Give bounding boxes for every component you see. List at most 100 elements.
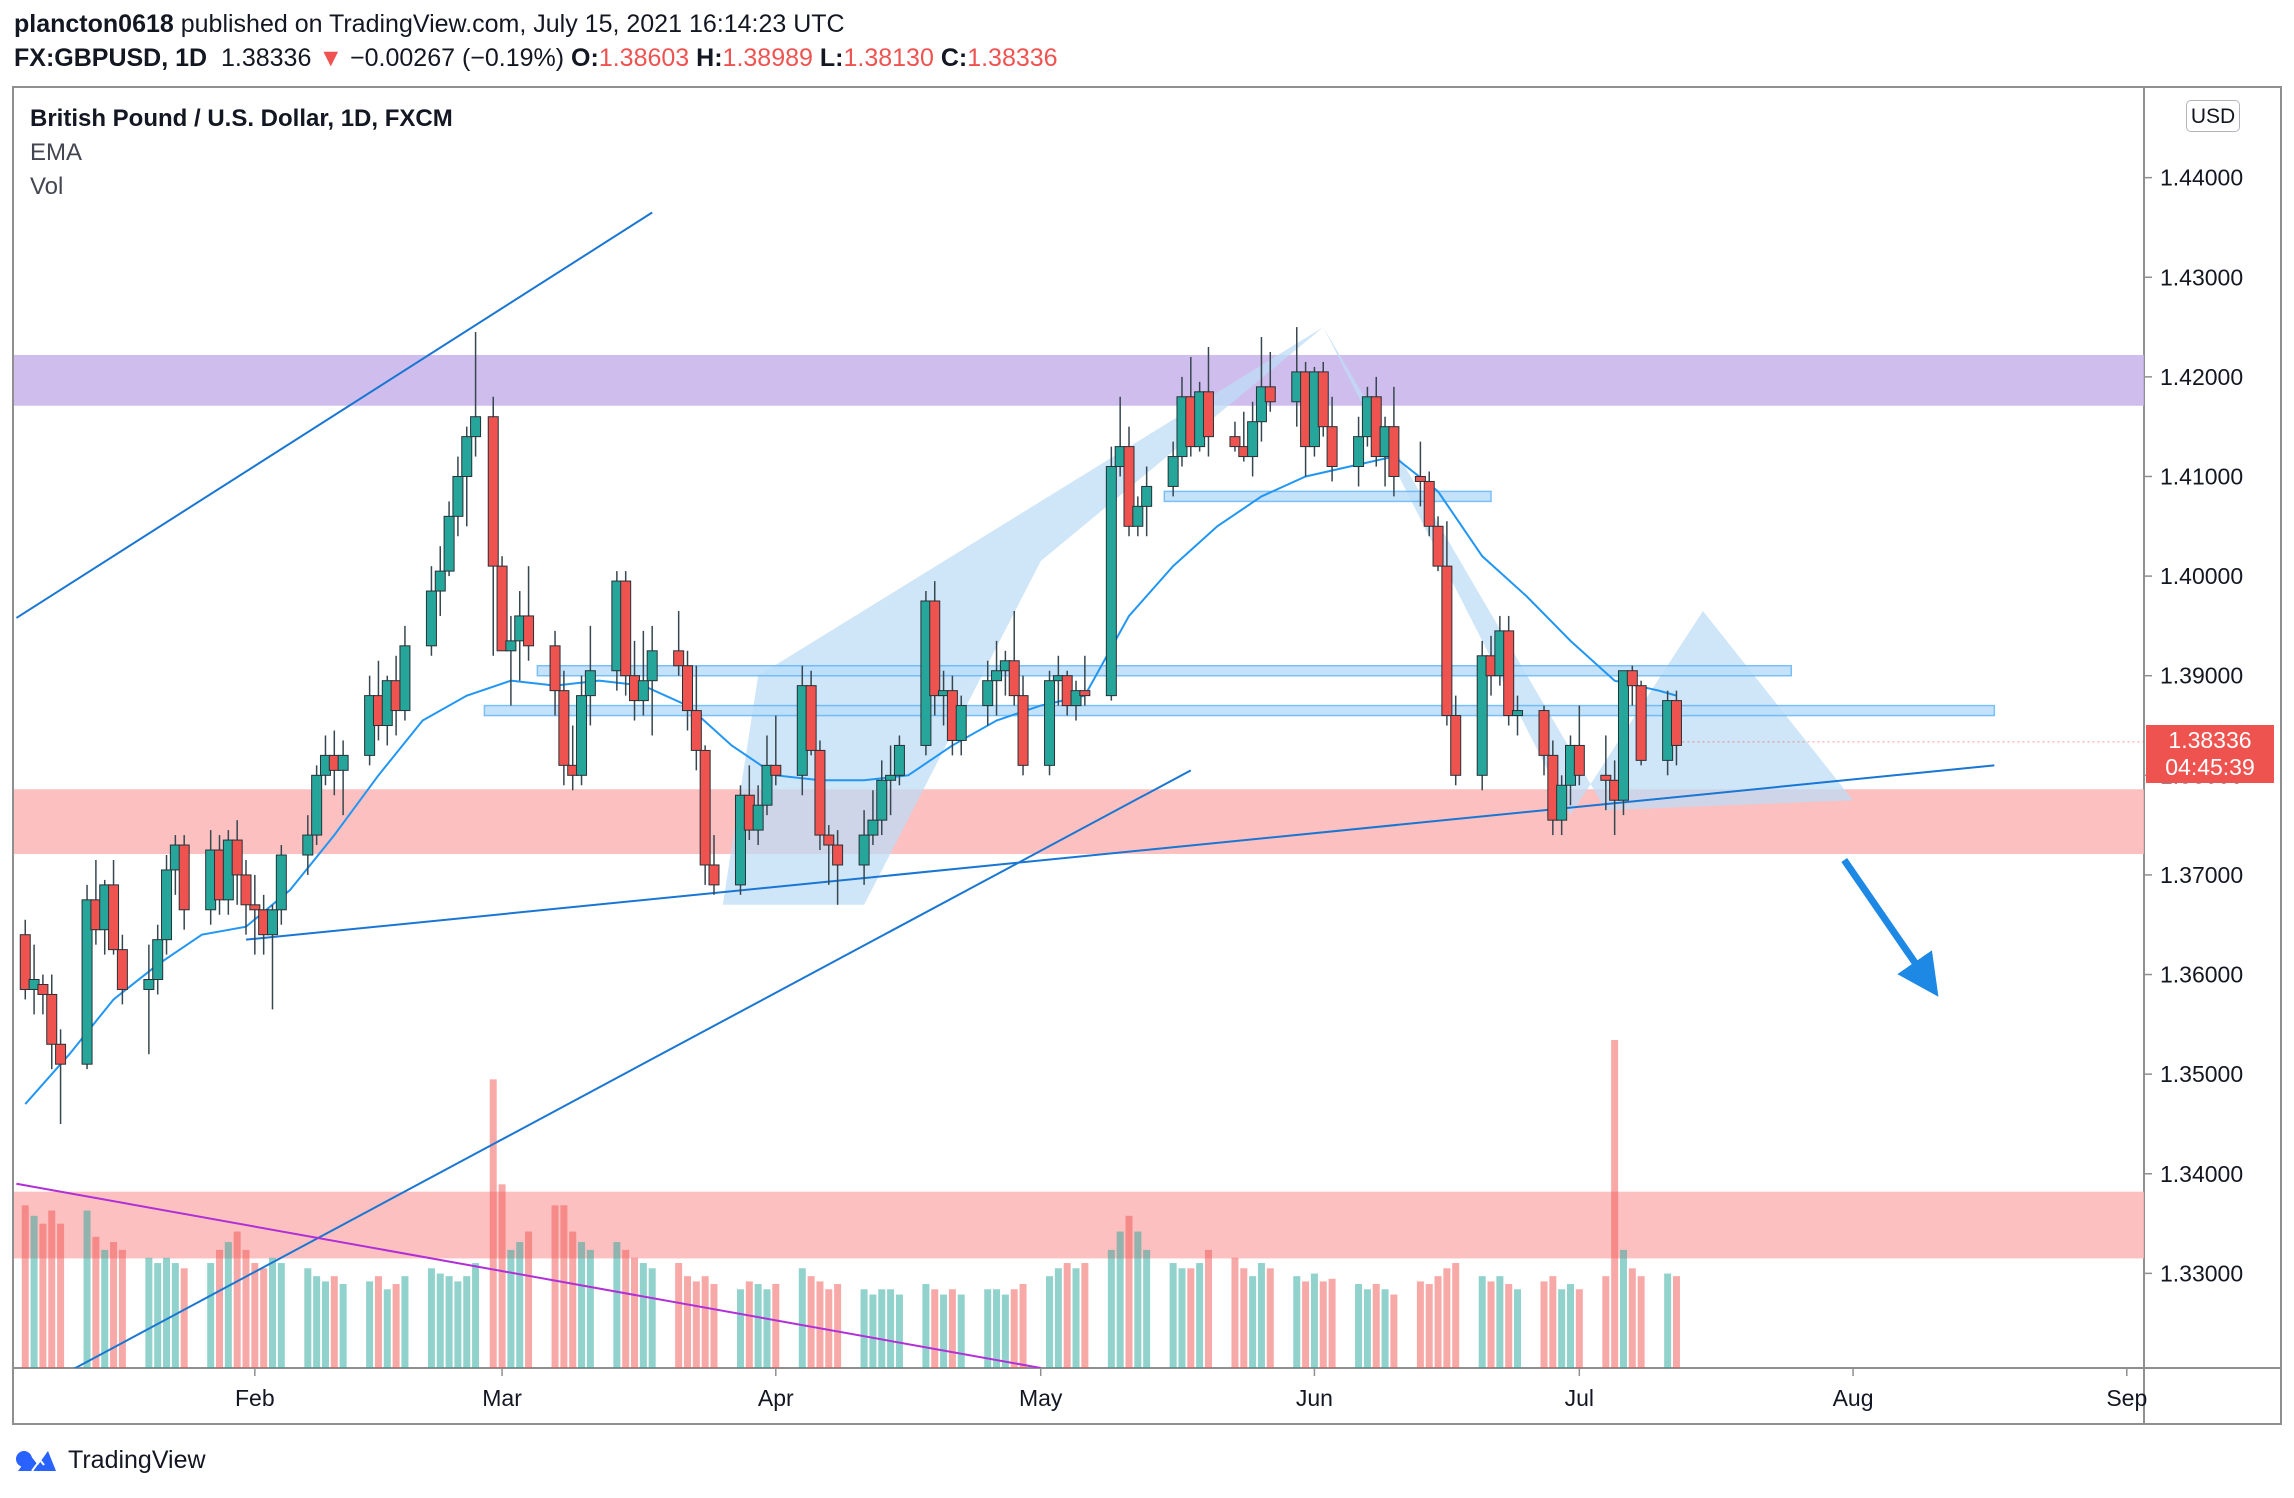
candle-39 bbox=[470, 416, 482, 438]
y-tick-label: 1.41000 bbox=[2160, 463, 2243, 489]
tradingview-logo-icon bbox=[16, 1451, 56, 1472]
volume-bar-99 bbox=[1204, 1249, 1212, 1368]
candle-125 bbox=[1538, 710, 1550, 756]
volume-bar-115 bbox=[1416, 1281, 1424, 1368]
volume-bar-53 bbox=[639, 1263, 647, 1368]
candle-70 bbox=[858, 834, 870, 866]
price-tag-countdown: 04:45:39 bbox=[2165, 754, 2255, 780]
volume-bar-52 bbox=[631, 1257, 639, 1368]
volume-bar-77 bbox=[940, 1294, 948, 1368]
volume-bar-133 bbox=[1628, 1268, 1636, 1368]
volume-bar-12 bbox=[163, 1257, 171, 1368]
candle-120 bbox=[1476, 655, 1488, 776]
chart-frame[interactable] bbox=[12, 86, 2282, 1425]
open-label: O: bbox=[571, 44, 599, 72]
last-price: 1.38336 bbox=[221, 44, 312, 72]
volume-bar-88 bbox=[1072, 1268, 1080, 1368]
candle-134 bbox=[1635, 685, 1647, 761]
volume-bar-37 bbox=[454, 1281, 462, 1368]
low-label: L: bbox=[819, 44, 844, 72]
candle-88 bbox=[1070, 690, 1082, 707]
tradingview-logo[interactable]: TradingView bbox=[14, 1445, 206, 1475]
candle-49 bbox=[584, 670, 596, 697]
volume-bar-29 bbox=[366, 1281, 374, 1368]
low-value: 1.38130 bbox=[843, 44, 934, 72]
legend-title: British Pound / U.S. Dollar, 1D, FXCM bbox=[30, 105, 453, 132]
candle-93 bbox=[1132, 505, 1144, 527]
candle-18 bbox=[231, 839, 243, 876]
candle-62 bbox=[752, 804, 764, 831]
volume-bar-123 bbox=[1505, 1284, 1513, 1368]
volume-bar-125 bbox=[1540, 1281, 1548, 1368]
candle-116 bbox=[1423, 480, 1435, 527]
volume-bar-45 bbox=[551, 1205, 559, 1368]
candle-53 bbox=[637, 680, 649, 702]
candle-3 bbox=[46, 993, 58, 1045]
candle-54 bbox=[646, 650, 658, 682]
volume-bar-55 bbox=[675, 1263, 683, 1368]
candle-55 bbox=[673, 650, 685, 667]
legend-vol[interactable]: Vol bbox=[30, 173, 64, 200]
candle-72 bbox=[876, 779, 888, 821]
candle-117 bbox=[1432, 525, 1444, 567]
currency-button[interactable]: USD bbox=[2186, 100, 2240, 132]
volume-bar-132 bbox=[1619, 1249, 1627, 1368]
candle-127 bbox=[1556, 784, 1568, 821]
y-tick-label: 1.33000 bbox=[2160, 1260, 2243, 1286]
candle-35 bbox=[434, 570, 446, 592]
volume-bar-81 bbox=[993, 1289, 1001, 1368]
volume-bar-27 bbox=[330, 1276, 338, 1368]
volume-bar-3 bbox=[48, 1210, 56, 1368]
volume-bar-48 bbox=[578, 1242, 586, 1368]
candle-36 bbox=[443, 515, 455, 572]
volume-bar-82 bbox=[1001, 1294, 1009, 1368]
volume-bar-108 bbox=[1319, 1281, 1327, 1368]
candle-40 bbox=[487, 416, 499, 567]
volume-bar-40 bbox=[489, 1079, 497, 1368]
volume-bar-58 bbox=[701, 1276, 709, 1368]
volume-bar-100 bbox=[1231, 1257, 1239, 1368]
volume-bar-95 bbox=[1169, 1263, 1177, 1368]
candle-41 bbox=[496, 565, 508, 652]
volume-bar-2 bbox=[39, 1223, 47, 1368]
candle-28 bbox=[337, 754, 349, 771]
volume-bar-84 bbox=[1019, 1284, 1027, 1368]
candle-4 bbox=[55, 1043, 67, 1065]
candle-11 bbox=[152, 939, 164, 981]
y-tick-label: 1.34000 bbox=[2160, 1161, 2243, 1187]
open-value: 1.38603 bbox=[598, 44, 690, 72]
volume-bar-64 bbox=[772, 1284, 780, 1368]
author-name[interactable]: plancton0618 bbox=[14, 10, 174, 38]
volume-bar-28 bbox=[339, 1284, 347, 1368]
candle-95 bbox=[1167, 456, 1179, 487]
candle-34 bbox=[425, 590, 437, 647]
volume-bar-101 bbox=[1240, 1268, 1248, 1368]
x-tick-label: Jul bbox=[1565, 1385, 1594, 1411]
candle-94 bbox=[1141, 485, 1153, 507]
volume-bar-56 bbox=[684, 1276, 691, 1368]
volume-bar-1 bbox=[30, 1215, 38, 1368]
volume-bar-62 bbox=[754, 1284, 762, 1368]
volume-bar-98 bbox=[1196, 1263, 1204, 1368]
level-band-1 bbox=[483, 704, 1996, 717]
volume-bar-134 bbox=[1637, 1276, 1645, 1368]
close-label: C: bbox=[940, 44, 968, 72]
volume-bar-91 bbox=[1116, 1231, 1124, 1368]
candle-63 bbox=[761, 764, 773, 806]
volume-bar-126 bbox=[1549, 1276, 1557, 1368]
legend-ema[interactable]: EMA bbox=[30, 139, 83, 166]
candle-109 bbox=[1326, 426, 1338, 468]
volume-bar-78 bbox=[948, 1289, 956, 1368]
volume-bar-86 bbox=[1054, 1268, 1062, 1368]
volume-bar-119 bbox=[1452, 1263, 1460, 1368]
volume-bar-66 bbox=[807, 1276, 815, 1368]
candle-51 bbox=[620, 580, 632, 677]
tradingview-brand: TradingView bbox=[68, 1445, 206, 1474]
candle-103 bbox=[1255, 386, 1267, 423]
candle-68 bbox=[823, 834, 835, 846]
candle-133 bbox=[1626, 670, 1638, 687]
volume-bar-15 bbox=[207, 1263, 215, 1368]
volume-bar-14 bbox=[180, 1268, 188, 1368]
volume-bar-7 bbox=[101, 1249, 109, 1368]
